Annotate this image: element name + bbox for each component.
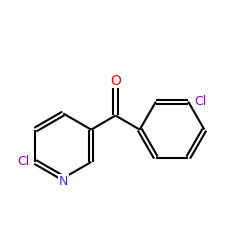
Text: Cl: Cl <box>17 156 29 168</box>
Text: Cl: Cl <box>194 95 206 108</box>
Text: O: O <box>110 74 121 88</box>
Text: N: N <box>58 175 68 188</box>
